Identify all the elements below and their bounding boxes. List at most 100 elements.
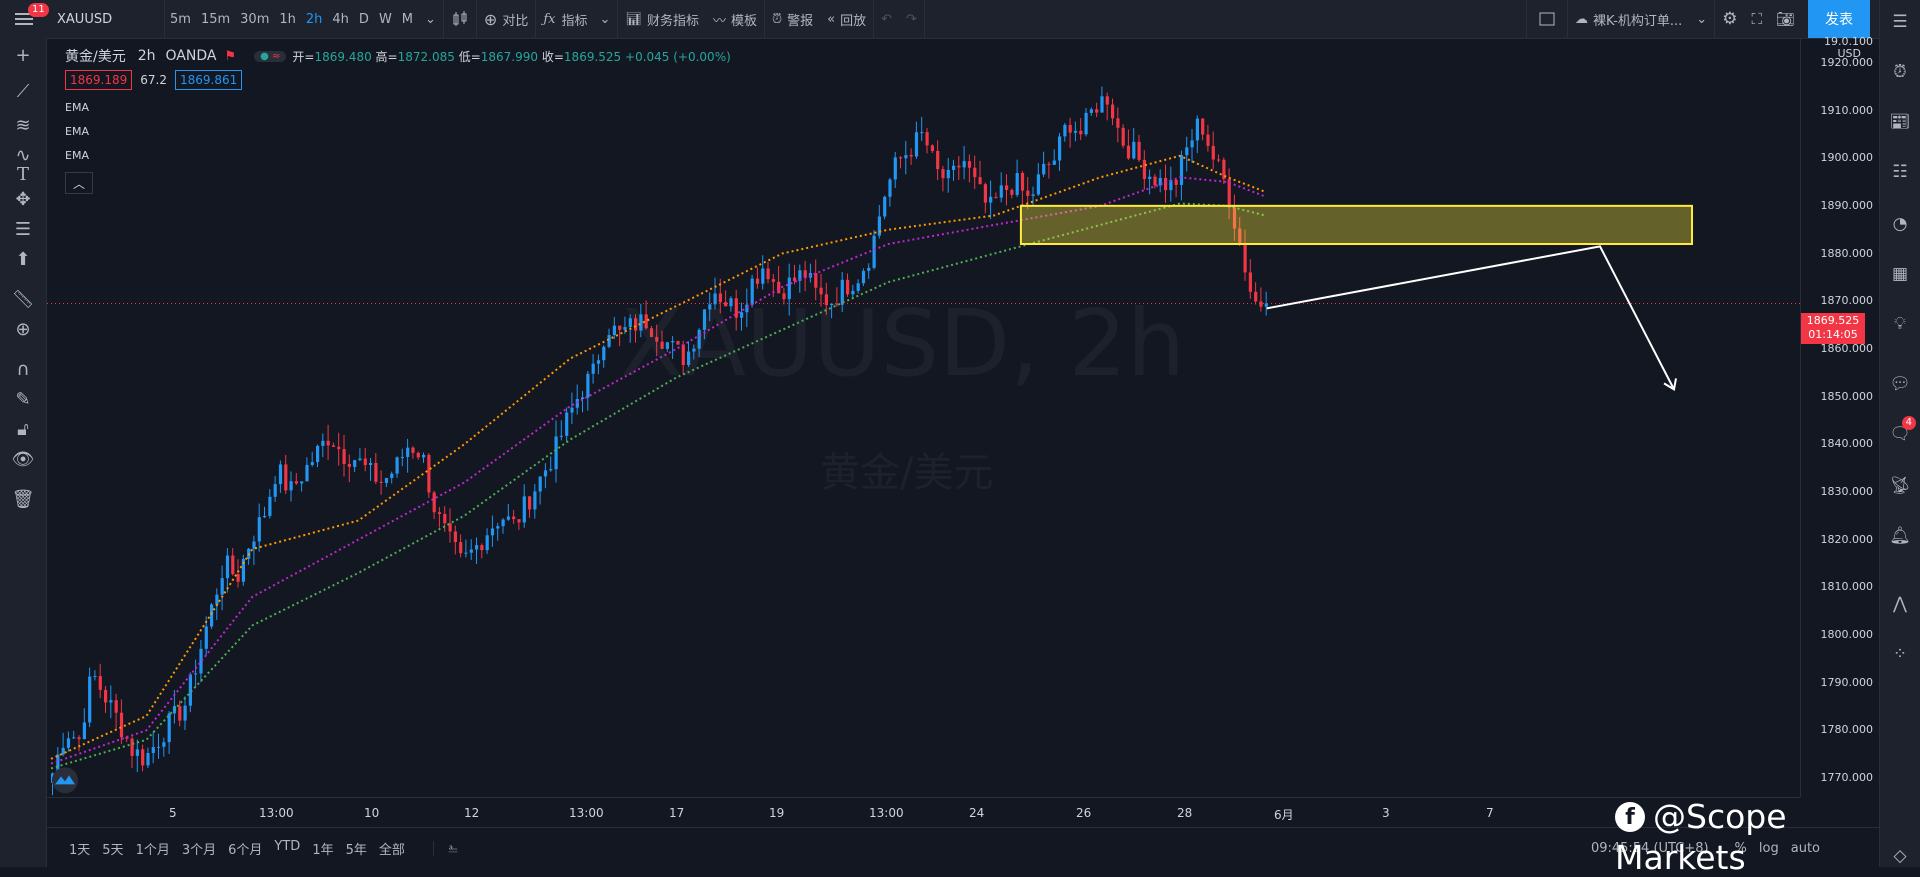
- range-button[interactable]: 5天: [102, 842, 124, 858]
- candle-body: [1132, 141, 1136, 159]
- magnet-icon[interactable]: ∩: [16, 358, 30, 380]
- interval-w[interactable]: W: [378, 11, 392, 27]
- dots-icon[interactable]: ⁘: [1892, 644, 1908, 664]
- watchlist-icon[interactable]: ☰: [1892, 12, 1908, 32]
- list-icon[interactable]: ☷: [1892, 162, 1908, 182]
- timezone-clock[interactable]: 09:45:54 (UTC+8): [1590, 840, 1709, 856]
- chart-pane[interactable]: [47, 39, 1800, 797]
- chat-icon[interactable]: 💬︎: [1889, 374, 1911, 394]
- time-tick: 13:00: [259, 806, 294, 820]
- candle-body: [1259, 301, 1263, 307]
- eye-icon[interactable]: 👁︎: [11, 448, 35, 470]
- pencil-lock-icon[interactable]: ✎: [15, 388, 31, 410]
- measure-levels-icon[interactable]: ☰: [14, 218, 32, 240]
- pattern-icon[interactable]: ∿: [15, 144, 31, 166]
- chevron-icon[interactable]: ◇: [1893, 846, 1907, 866]
- candle-body: [1068, 124, 1072, 133]
- interval-30m[interactable]: 30m: [240, 11, 270, 27]
- ema-indicator-1[interactable]: EMA: [65, 101, 89, 114]
- screenshot-button[interactable]: 📷︎: [1769, 0, 1802, 38]
- replay-button[interactable]: «回放: [827, 11, 867, 29]
- ema-indicator-3[interactable]: EMA: [65, 149, 89, 162]
- text-icon[interactable]: T: [16, 163, 29, 185]
- chart-style-button[interactable]: [444, 0, 476, 38]
- range-button[interactable]: 1个月: [135, 842, 170, 858]
- fullscreen-button[interactable]: ⛶: [1744, 0, 1769, 38]
- bid-price[interactable]: 1869.189: [65, 70, 133, 90]
- financials-button[interactable]: 📊︎ 财务指标: [625, 11, 699, 29]
- settings-button[interactable]: ⚙︎: [1715, 0, 1744, 38]
- alarm-clock-icon[interactable]: ⏰︎: [1893, 62, 1907, 82]
- messages-icon[interactable]: 🗨︎ 4: [1888, 416, 1916, 446]
- interval-dropdown-icon[interactable]: ⌄: [425, 11, 436, 27]
- bell-icon[interactable]: 🔔︎: [1889, 526, 1911, 546]
- flag-icon[interactable]: ⚑: [224, 48, 237, 64]
- interval-5m[interactable]: 5m: [170, 11, 191, 27]
- candle-body: [729, 298, 733, 307]
- undo-button[interactable]: ↶: [881, 11, 893, 27]
- trend-icon[interactable]: ⋀: [1893, 594, 1907, 614]
- interval-m[interactable]: M: [401, 11, 414, 27]
- lock-icon[interactable]: 🔓︎: [17, 418, 29, 440]
- signal-icon[interactable]: 📡︎: [1889, 476, 1911, 496]
- range-button[interactable]: 1天: [69, 842, 91, 858]
- symbol-title[interactable]: 黄金/美元: [65, 49, 126, 65]
- range-button[interactable]: 全部: [378, 842, 405, 858]
- range-button[interactable]: 1年: [312, 842, 334, 858]
- main-menu-button[interactable]: 11: [0, 0, 50, 38]
- candle-body: [363, 458, 367, 466]
- layout-toggle-button[interactable]: [1527, 0, 1567, 38]
- price-axis[interactable]: 19.0.100 USD 1920.000 1910.000 1900.000 189…: [1800, 35, 1881, 797]
- auto-toggle[interactable]: auto: [1790, 840, 1820, 856]
- range-button[interactable]: YTD: [274, 838, 301, 854]
- crosshair-icon[interactable]: +: [15, 44, 31, 66]
- goto-date-icon[interactable]: ⎁: [432, 840, 464, 856]
- tradingview-logo-icon: [52, 767, 78, 794]
- interval-15m[interactable]: 15m: [200, 11, 231, 27]
- interval-2h[interactable]: 2h: [305, 11, 323, 27]
- range-button[interactable]: 3个月: [181, 842, 217, 858]
- percent-toggle[interactable]: %: [1734, 840, 1747, 856]
- templates-button[interactable]: 〰模板: [706, 0, 764, 38]
- interval-d[interactable]: D: [358, 11, 369, 27]
- range-button[interactable]: 6个月: [228, 842, 263, 858]
- symbol-search-button[interactable]: XAUUSD: [57, 11, 113, 27]
- candle-body: [840, 279, 844, 305]
- candle-body: [856, 283, 860, 291]
- trend-line-icon[interactable]: ⟋: [16, 80, 30, 102]
- prediction-icon[interactable]: ✥: [15, 188, 31, 210]
- log-toggle[interactable]: log: [1758, 840, 1779, 856]
- interval-1h[interactable]: 1h: [279, 11, 296, 27]
- news-icon[interactable]: 📰︎: [1889, 112, 1911, 132]
- legend-collapse-button[interactable]: ︿: [65, 172, 93, 194]
- visibility-toggle[interactable]: ● ≈: [254, 50, 287, 62]
- facebook-icon: f: [1615, 801, 1645, 832]
- publish-button[interactable]: 发表: [1808, 0, 1870, 38]
- zoom-icon[interactable]: ⊕: [15, 318, 31, 340]
- clock-icon[interactable]: ◔: [1892, 214, 1908, 234]
- candle-body: [1005, 185, 1009, 190]
- compare-button[interactable]: ⊕ 对比: [483, 9, 529, 29]
- time-tick: 24: [969, 806, 985, 820]
- ask-price[interactable]: 1869.861: [174, 70, 243, 90]
- candle-body: [162, 742, 166, 747]
- candle-body: [618, 325, 622, 330]
- price-tick: 1780.000: [1820, 723, 1874, 737]
- indicators-button[interactable]: ƒx 指标 ⌄: [543, 11, 611, 29]
- candle-body: [782, 293, 786, 300]
- arrow-up-icon[interactable]: ⬆: [15, 248, 31, 270]
- range-button[interactable]: 5年: [345, 842, 367, 858]
- ruler-icon[interactable]: 📏︎: [11, 288, 35, 310]
- redo-button[interactable]: ↷: [906, 11, 917, 27]
- calendar-icon[interactable]: ▦: [1891, 264, 1909, 284]
- interval-4h[interactable]: 4h: [332, 11, 349, 27]
- time-axis[interactable]: 5 13:00 10 12 13:00 17 19 13:00 24 26 28 6月 3 7: [47, 797, 1800, 828]
- trash-icon[interactable]: 🗑︎: [11, 488, 35, 510]
- ema-indicator-2[interactable]: EMA: [65, 125, 89, 138]
- fib-icon[interactable]: ≋: [15, 114, 31, 136]
- layout-name-button[interactable]: ☁︎ 裸K-机构订单... ⌄: [1575, 11, 1708, 29]
- ideas-icon[interactable]: 💡︎: [1894, 314, 1906, 334]
- alert-button[interactable]: ⏰︎ 警报: [771, 11, 814, 29]
- candle-body: [528, 496, 532, 510]
- price-chart[interactable]: [47, 39, 1800, 797]
